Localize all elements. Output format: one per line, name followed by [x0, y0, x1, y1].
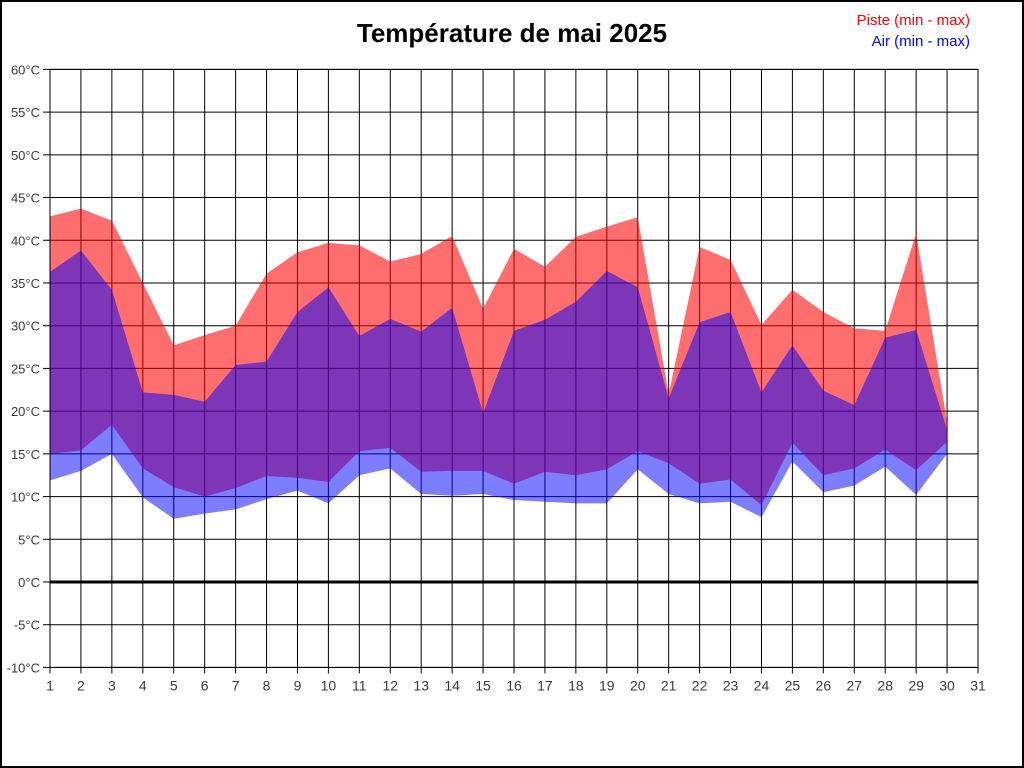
legend-item-air: Air (min - max)	[871, 33, 970, 50]
svg-text:22: 22	[692, 677, 708, 693]
svg-text:25°C: 25°C	[11, 361, 40, 376]
svg-text:7: 7	[232, 677, 240, 693]
svg-text:11: 11	[352, 677, 367, 693]
svg-text:10: 10	[321, 677, 337, 693]
svg-text:8: 8	[263, 677, 271, 693]
svg-text:9: 9	[294, 677, 302, 693]
svg-text:13: 13	[413, 677, 429, 693]
svg-text:60°C: 60°C	[11, 62, 40, 77]
svg-text:31: 31	[970, 677, 986, 693]
svg-text:15: 15	[475, 677, 491, 693]
svg-text:23: 23	[723, 677, 739, 693]
svg-text:0°C: 0°C	[18, 575, 40, 590]
svg-text:10°C: 10°C	[11, 490, 40, 505]
svg-text:40°C: 40°C	[11, 233, 40, 248]
svg-text:2: 2	[77, 677, 85, 693]
svg-text:26: 26	[816, 677, 832, 693]
svg-text:29: 29	[908, 677, 924, 693]
svg-text:24: 24	[754, 677, 770, 693]
svg-text:27: 27	[846, 677, 862, 693]
svg-text:3: 3	[108, 677, 116, 693]
svg-text:17: 17	[537, 677, 553, 693]
svg-text:1: 1	[46, 677, 54, 693]
svg-text:5°C: 5°C	[18, 532, 40, 547]
svg-text:45°C: 45°C	[11, 191, 40, 206]
svg-text:25: 25	[785, 677, 801, 693]
svg-text:15°C: 15°C	[11, 447, 40, 462]
svg-text:50°C: 50°C	[11, 148, 40, 163]
svg-text:4: 4	[139, 677, 147, 693]
svg-text:5: 5	[170, 677, 178, 693]
svg-text:-10°C: -10°C	[7, 660, 40, 675]
svg-text:-5°C: -5°C	[14, 618, 40, 633]
svg-text:14: 14	[444, 677, 460, 693]
legend: Piste (min - max) Air (min - max)	[857, 10, 970, 52]
svg-text:20°C: 20°C	[11, 404, 40, 419]
svg-text:19: 19	[599, 677, 615, 693]
svg-text:30: 30	[939, 677, 955, 693]
legend-item-piste: Piste (min - max)	[856, 12, 970, 29]
svg-text:21: 21	[661, 677, 677, 693]
chart-title: Température de mai 2025	[356, 18, 668, 48]
svg-text:12: 12	[382, 677, 398, 693]
svg-text:30°C: 30°C	[11, 319, 40, 334]
svg-text:35°C: 35°C	[11, 276, 40, 291]
svg-text:16: 16	[506, 677, 522, 693]
svg-text:18: 18	[568, 677, 584, 693]
svg-text:20: 20	[630, 677, 646, 693]
svg-text:28: 28	[877, 677, 893, 693]
svg-text:6: 6	[201, 677, 209, 693]
svg-text:55°C: 55°C	[11, 105, 40, 120]
